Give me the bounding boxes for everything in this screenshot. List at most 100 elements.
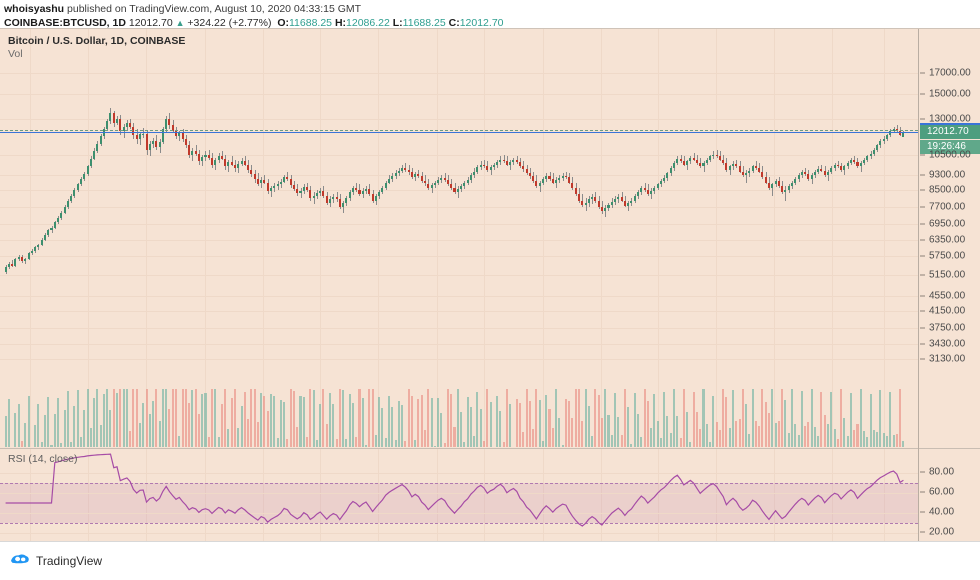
candlestick: [106, 121, 109, 130]
candlestick: [541, 178, 544, 183]
volume-bar: [371, 389, 374, 447]
tradingview-brand[interactable]: TradingView: [10, 552, 102, 569]
candlestick: [656, 184, 659, 189]
candlestick: [777, 180, 780, 187]
chart-frame[interactable]: Bitcoin / U.S. Dollar, 1D, COINBASE Vol …: [0, 28, 980, 580]
candlestick: [47, 230, 50, 236]
candlestick: [807, 174, 810, 179]
volume-bar: [211, 389, 214, 447]
volume-bar: [653, 394, 656, 447]
volume-bar: [387, 395, 390, 447]
volume-bar: [348, 394, 351, 447]
candlestick: [568, 176, 571, 183]
candlestick: [630, 200, 633, 203]
candlestick: [168, 118, 171, 126]
volume-bar: [849, 393, 852, 447]
candlestick: [338, 199, 341, 207]
price-axis-tick: [920, 358, 925, 360]
candlestick: [11, 263, 14, 266]
volume-bar: [7, 398, 10, 447]
last-price-badge[interactable]: 12012.70: [920, 124, 980, 139]
volume-bar: [600, 418, 603, 447]
candlestick: [673, 162, 676, 168]
rsi-pane[interactable]: RSI (14, close): [0, 448, 918, 548]
candlestick: [761, 171, 764, 177]
candlestick: [423, 180, 427, 184]
candlestick: [502, 159, 505, 162]
volume-bar: [899, 389, 902, 447]
volume-bar: [564, 398, 567, 447]
price-axis[interactable]: 12147.00 12012.70 19:26:46 17000.0015000…: [918, 29, 980, 548]
volume-bar: [866, 436, 869, 447]
volume-bar: [879, 390, 882, 447]
candlestick: [57, 217, 60, 222]
candlestick: [784, 190, 787, 193]
volume-bar: [840, 389, 843, 447]
candlestick: [509, 162, 512, 165]
candlestick: [315, 193, 318, 197]
bar-countdown-badge[interactable]: 19:26:46: [920, 139, 980, 154]
volume-bar: [237, 428, 240, 447]
price-gridline: [0, 207, 918, 208]
volume-bar: [709, 441, 712, 447]
volume-bar: [643, 389, 646, 447]
candlestick: [309, 190, 312, 199]
candlestick: [577, 194, 581, 201]
volume-bar: [112, 389, 115, 447]
candlestick: [486, 166, 489, 170]
candle-wick: [717, 149, 718, 158]
current-price-line[interactable]: [0, 131, 918, 133]
time-gridline: [146, 449, 147, 548]
candlestick: [427, 183, 430, 189]
price-axis-label: 3430.00: [929, 338, 966, 350]
volume-bar: [194, 389, 197, 447]
volume-bar: [826, 423, 830, 447]
open-label: O:: [277, 17, 289, 29]
candlestick: [643, 188, 646, 191]
price-axis-tick: [920, 206, 925, 208]
candlestick: [433, 182, 436, 186]
candlestick: [571, 182, 574, 189]
candlestick: [24, 258, 27, 262]
volume-legend-label: Vol: [8, 48, 23, 60]
candlestick: [201, 157, 204, 162]
candlestick: [312, 196, 315, 199]
candle-wick: [687, 159, 688, 170]
candlestick: [758, 168, 761, 172]
volume-bar: [138, 423, 141, 447]
candlestick: [217, 156, 220, 161]
candlestick: [699, 162, 702, 167]
candlestick: [636, 192, 639, 197]
candlestick: [492, 165, 495, 168]
price-gridline: [0, 295, 918, 297]
volume-bar: [758, 426, 761, 447]
volume-bar: [351, 402, 354, 447]
candlestick: [70, 196, 73, 201]
volume-bar: [630, 443, 633, 447]
candlestick: [895, 129, 898, 131]
candle-wick: [337, 192, 338, 202]
volume-bar: [102, 394, 105, 447]
candle-wick: [458, 186, 459, 199]
candlestick: [142, 133, 145, 135]
volume-bar: [889, 392, 892, 447]
volume-bar: [4, 416, 7, 447]
time-gridline: [601, 29, 602, 447]
volume-bar: [863, 431, 866, 447]
candlestick: [787, 186, 790, 191]
candle-wick: [209, 149, 210, 160]
volume-bar: [34, 424, 37, 447]
volume-bar: [663, 392, 666, 447]
candlestick: [633, 196, 636, 201]
volume-bar: [145, 389, 148, 447]
candle-wick: [484, 159, 485, 168]
resistance-line[interactable]: [0, 130, 918, 132]
volume-bar: [247, 418, 250, 447]
candlestick: [273, 186, 276, 189]
candlestick: [663, 177, 666, 181]
price-pane[interactable]: Bitcoin / U.S. Dollar, 1D, COINBASE Vol: [0, 29, 918, 447]
volume-bar: [718, 430, 721, 447]
candlestick: [836, 165, 839, 167]
volume-bar: [332, 404, 335, 447]
price-axis-label: 10500.00: [929, 149, 971, 161]
